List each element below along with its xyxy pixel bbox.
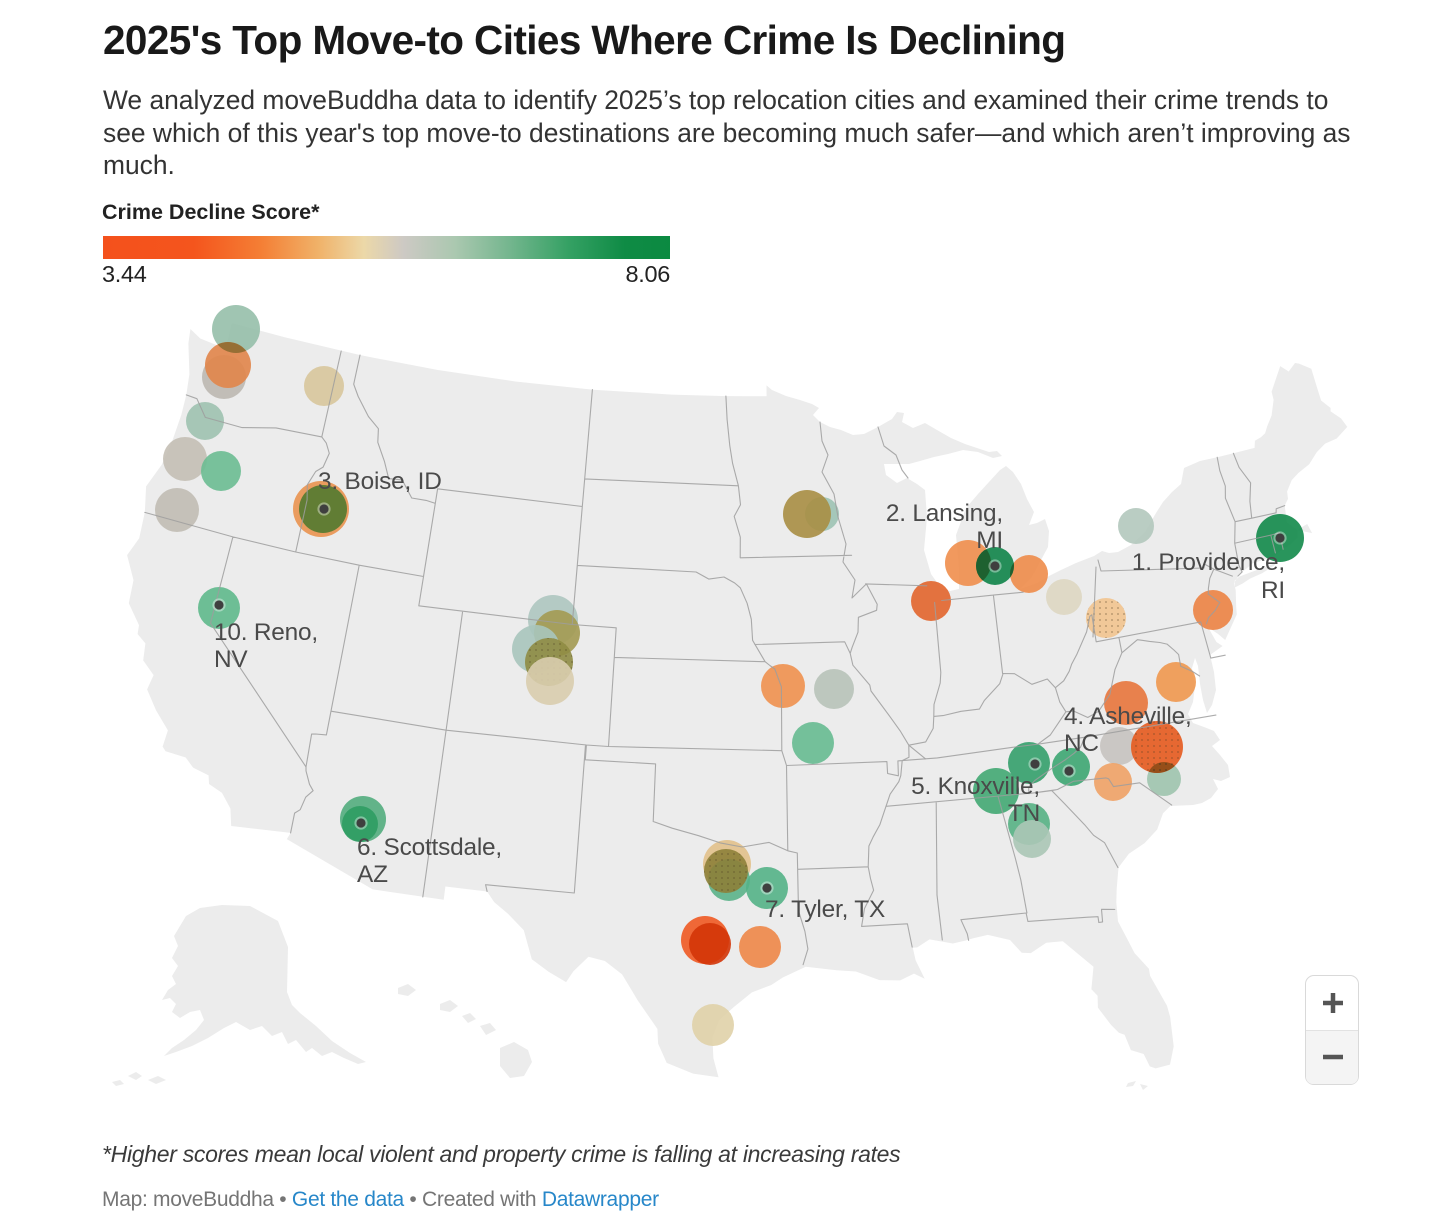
svg-text:7. Tyler, TX: 7. Tyler, TX: [765, 896, 885, 923]
svg-text:RI: RI: [1261, 577, 1285, 604]
svg-text:TN: TN: [1008, 800, 1040, 827]
svg-text:4. Asheville,: 4. Asheville,: [1064, 703, 1192, 730]
svg-text:10. Reno,: 10. Reno,: [214, 619, 318, 646]
svg-text:NV: NV: [214, 646, 248, 673]
svg-text:MI: MI: [976, 527, 1003, 554]
svg-text:1. Providence,: 1. Providence,: [1132, 549, 1285, 576]
svg-text:5. Knoxville,: 5. Knoxville,: [911, 773, 1040, 800]
svg-text:AZ: AZ: [357, 861, 388, 888]
svg-text:6. Scottsdale,: 6. Scottsdale,: [357, 834, 502, 861]
svg-text:NC: NC: [1064, 730, 1099, 757]
svg-text:2. Lansing,: 2. Lansing,: [886, 500, 1003, 527]
svg-text:3. Boise, ID: 3. Boise, ID: [318, 468, 442, 495]
